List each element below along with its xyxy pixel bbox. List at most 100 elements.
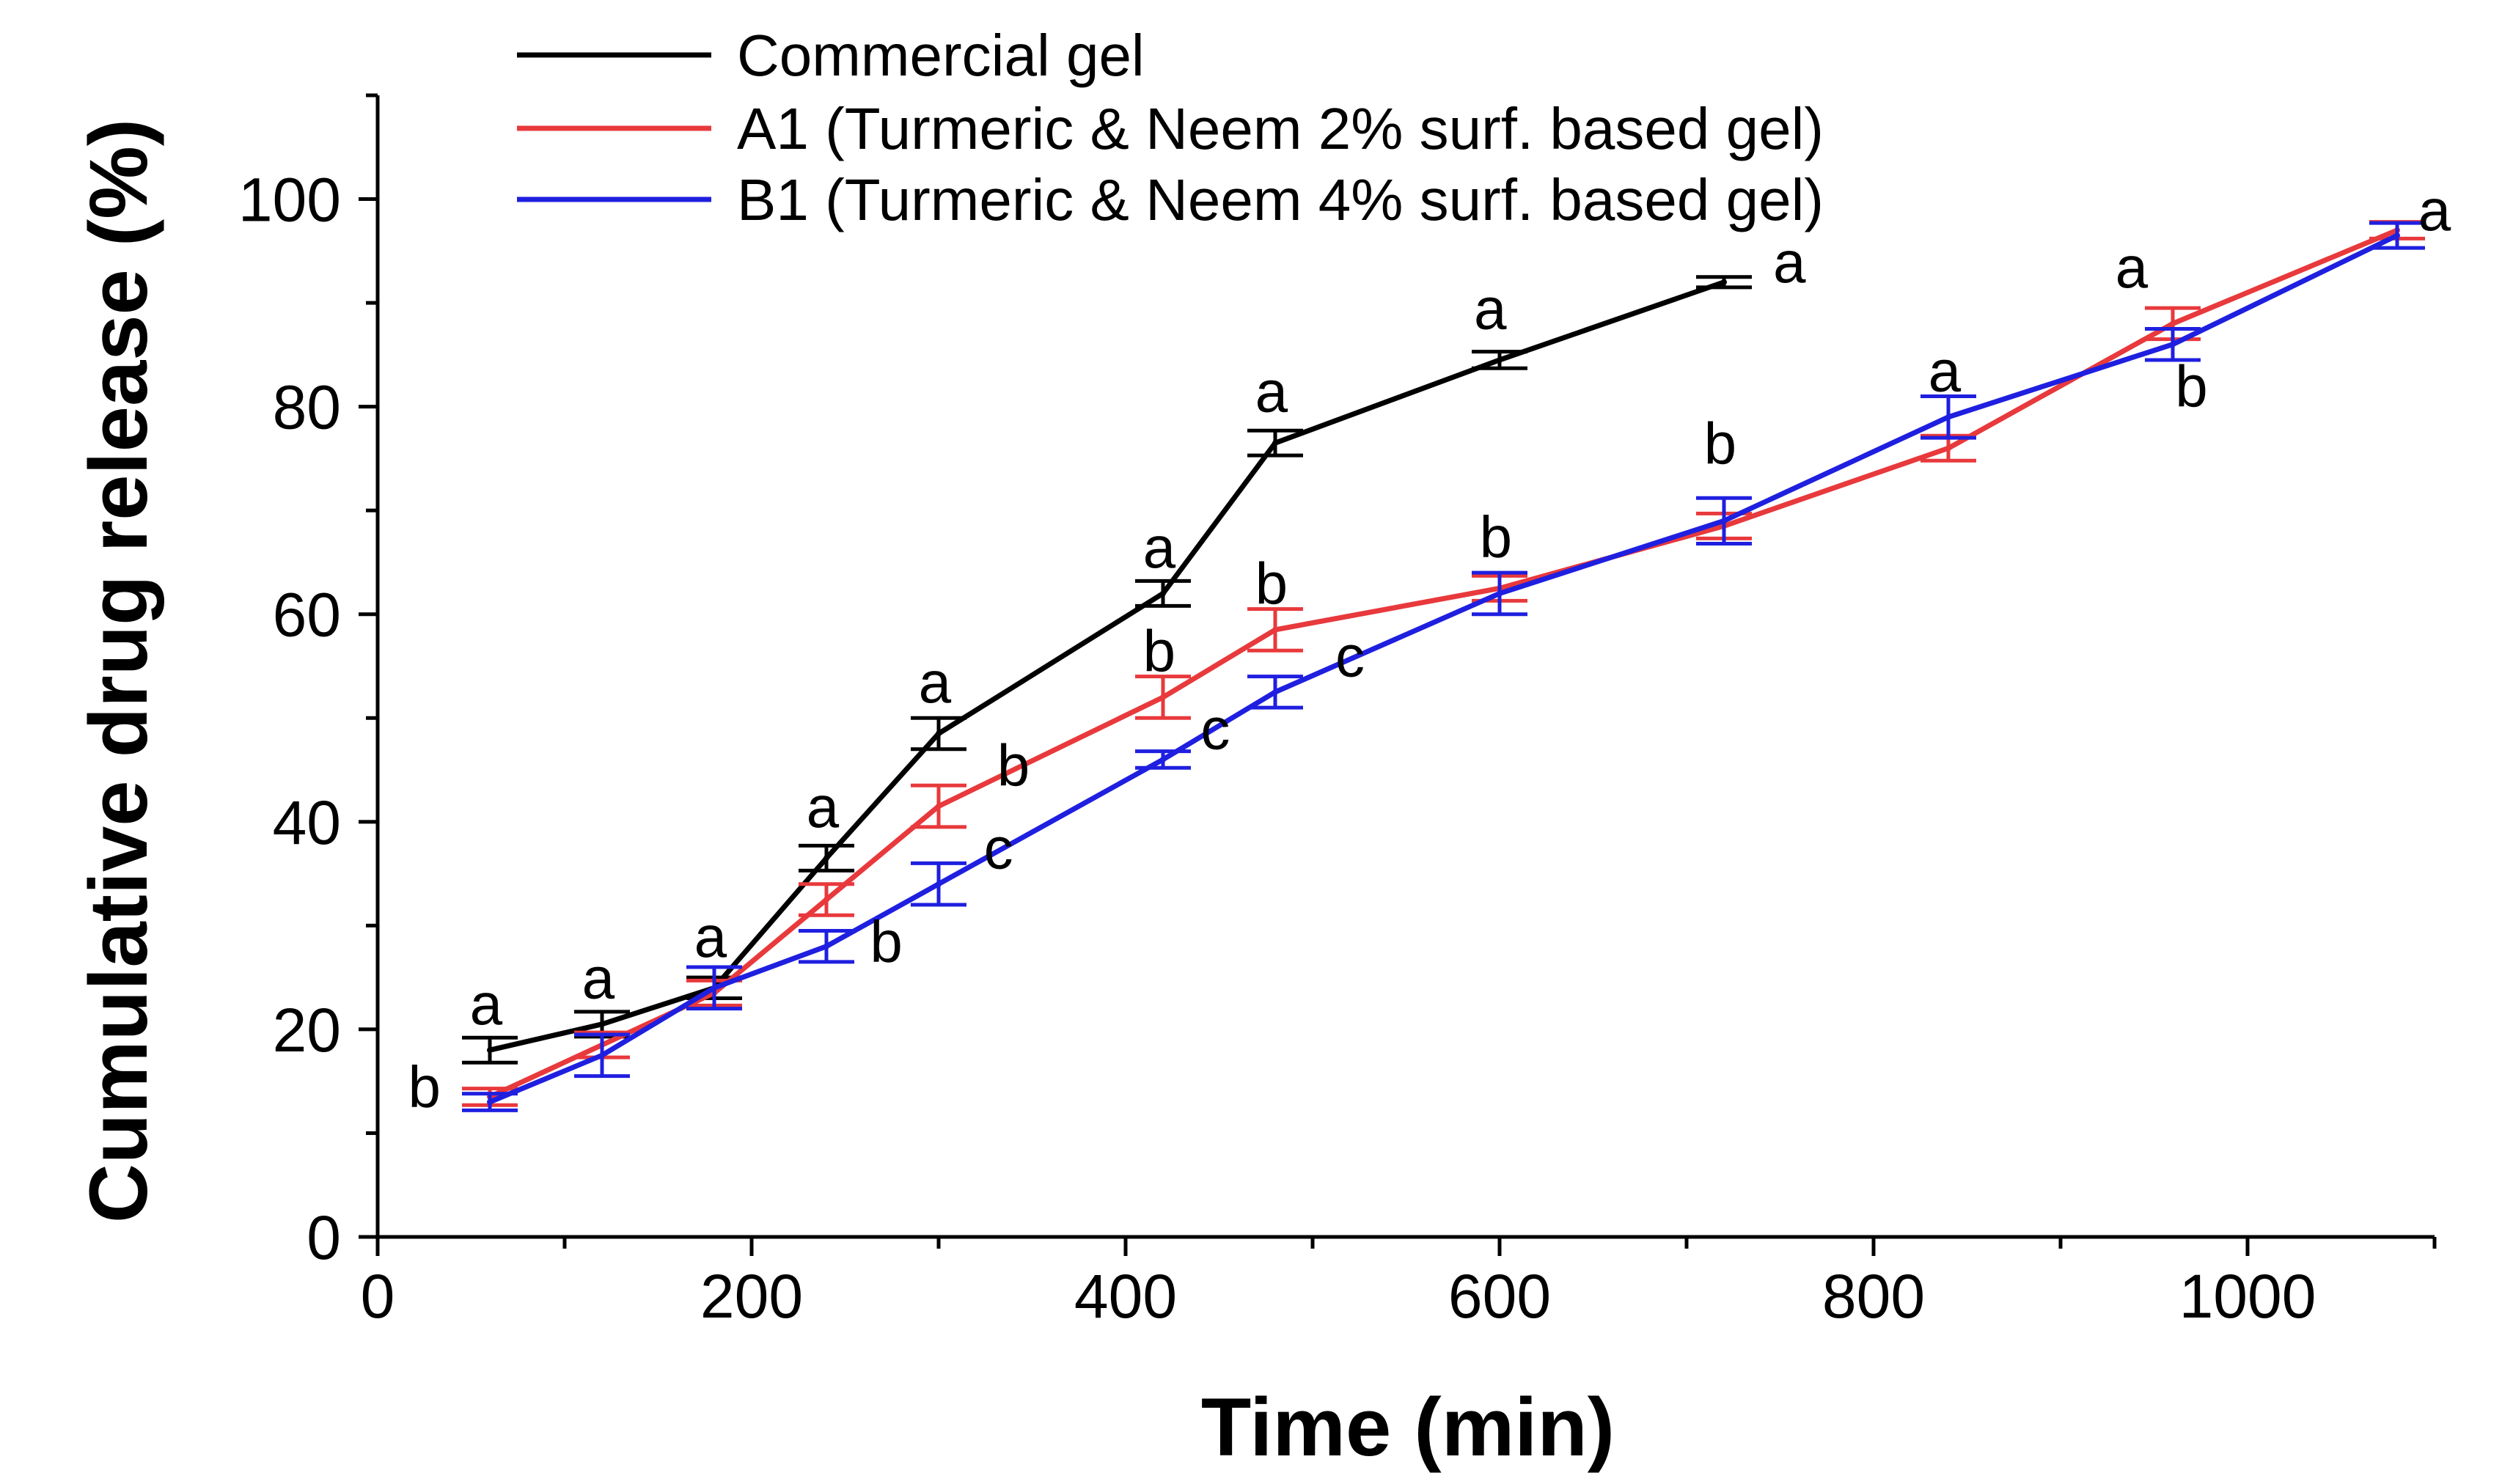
significance-label: a <box>1929 338 1962 403</box>
significance-label: c <box>1200 697 1230 762</box>
significance-label: a <box>2116 235 2149 300</box>
significance-label: a <box>694 904 727 969</box>
data-point <box>2394 232 2400 239</box>
data-point <box>1721 518 1727 524</box>
significance-label: a <box>1474 276 1507 341</box>
legend-item: Commercial gel <box>517 23 1145 88</box>
series-1 <box>462 275 1752 1065</box>
significance-label: b <box>408 1054 441 1120</box>
data-point <box>1945 445 1951 452</box>
data-point <box>1497 356 1503 363</box>
x-tick-label: 0 <box>361 1262 395 1331</box>
significance-label: a <box>1255 359 1288 425</box>
error-bar <box>1696 275 1752 290</box>
series-layer <box>462 220 2425 1112</box>
data-point <box>487 1098 493 1105</box>
significance-label: a <box>582 945 615 1010</box>
significance-label: a <box>1143 515 1176 580</box>
error-bar <box>1696 496 1752 546</box>
data-point <box>1160 756 1166 763</box>
error-bar <box>1472 350 1527 370</box>
significance-label: b <box>1704 411 1737 476</box>
significance-label: c <box>984 816 1013 881</box>
legend-label: A1 (Turmeric & Neem 2% surf. based gel) <box>737 96 1824 161</box>
y-tick-label: 20 <box>273 996 341 1065</box>
y-tick-label: 100 <box>238 166 341 235</box>
error-bar <box>1247 607 1303 653</box>
legend-item: A1 (Turmeric & Neem 2% surf. based gel) <box>517 96 1824 161</box>
significance-label: a <box>807 774 840 840</box>
data-point <box>1497 590 1503 597</box>
y-axis-title: Cumulative drug release (%) <box>73 119 164 1223</box>
data-point <box>936 803 942 809</box>
data-point <box>599 1021 605 1027</box>
significance-label: b <box>1255 551 1288 617</box>
x-tick-label: 800 <box>1822 1262 1925 1331</box>
error-bar <box>1920 394 1976 440</box>
x-tick-label: 400 <box>1074 1262 1177 1331</box>
data-point <box>823 896 829 903</box>
x-tick-label: 600 <box>1448 1262 1551 1331</box>
axes: 0 200 400 600 800 1000 0 20 40 60 80 100 <box>238 93 2437 1331</box>
x-axis-title: Time (min) <box>1201 1381 1615 1473</box>
significance-label: c <box>1335 624 1365 689</box>
significance-label: a <box>2418 177 2451 243</box>
data-point <box>823 943 829 949</box>
significance-label: b <box>1143 619 1176 684</box>
data-point <box>1160 694 1166 700</box>
error-bar <box>911 716 966 752</box>
legend-label: Commercial gel <box>737 23 1145 88</box>
error-bar <box>1472 570 1527 617</box>
error-bar <box>2145 326 2201 362</box>
data-point <box>1721 279 1727 285</box>
significance-label: b <box>870 909 903 974</box>
error-bar <box>1135 749 1191 770</box>
legend: Commercial gel A1 (Turmeric & Neem 2% sur… <box>517 23 1824 232</box>
error-bar <box>574 1032 630 1079</box>
data-point <box>599 1052 605 1059</box>
x-tick-label: 200 <box>700 1262 803 1331</box>
significance-label: b <box>997 732 1030 798</box>
data-point <box>2170 320 2176 327</box>
data-point <box>823 855 829 862</box>
error-bar <box>911 861 966 907</box>
data-point <box>1272 440 1278 447</box>
y-tick-label: 80 <box>273 373 341 442</box>
y-tick-label: 0 <box>307 1203 341 1272</box>
significance-label: a <box>919 650 952 715</box>
significance-label: a <box>470 971 503 1037</box>
data-point <box>711 985 717 991</box>
significance-label: a <box>1773 229 1806 295</box>
error-bar <box>1247 428 1303 458</box>
significance-label: b <box>1480 504 1513 570</box>
error-bar <box>462 1035 518 1065</box>
series-line <box>487 232 2400 1105</box>
data-point <box>936 881 942 887</box>
data-point <box>1272 626 1278 633</box>
legend-label: B1 (Turmeric & Neem 4% surf. based gel) <box>737 167 1824 232</box>
data-point <box>2170 341 2176 348</box>
series-line <box>487 279 1727 1053</box>
legend-item: B1 (Turmeric & Neem 4% surf. based gel) <box>517 167 1824 232</box>
error-bar <box>799 928 854 964</box>
data-point <box>487 1047 493 1054</box>
series-3 <box>462 221 2425 1112</box>
y-tick-label: 60 <box>273 581 341 650</box>
error-bar <box>1135 675 1191 720</box>
data-point <box>1160 590 1166 597</box>
data-point <box>936 730 942 737</box>
data-point <box>1945 414 1951 420</box>
error-bar <box>686 965 742 1011</box>
error-bar <box>799 843 854 873</box>
error-bar <box>462 1092 518 1112</box>
error-bar <box>2369 221 2425 250</box>
error-bar <box>911 783 966 829</box>
significance-label: b <box>2175 354 2208 419</box>
data-point <box>1272 688 1278 695</box>
y-tick-label: 40 <box>273 788 341 857</box>
error-bar <box>1135 578 1191 608</box>
error-bar <box>799 882 854 917</box>
